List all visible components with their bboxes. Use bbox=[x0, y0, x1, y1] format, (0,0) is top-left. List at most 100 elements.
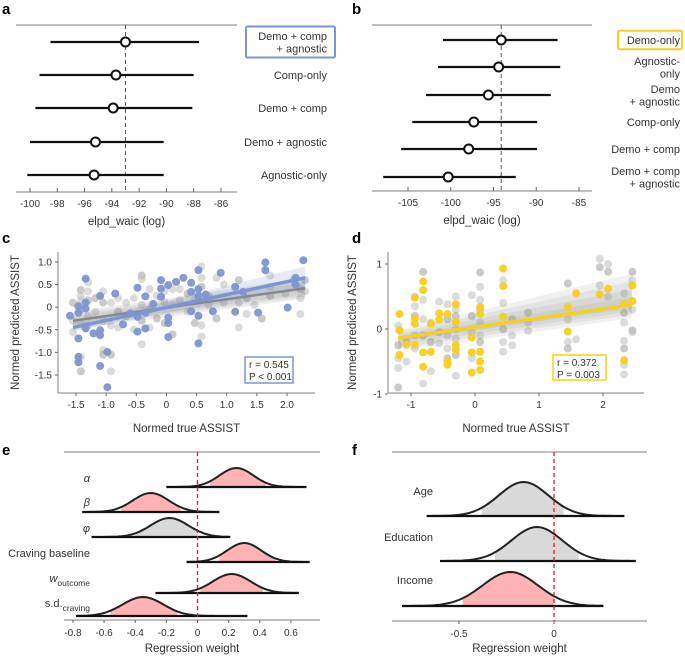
grey-point bbox=[190, 319, 199, 328]
model-label: Demo + comp bbox=[258, 103, 327, 115]
grey-point bbox=[620, 336, 629, 345]
grey-point bbox=[508, 341, 517, 350]
credible-interval-fill bbox=[121, 493, 181, 512]
grey-point bbox=[296, 309, 305, 318]
x-tick-label: -1 bbox=[407, 400, 416, 411]
grey-point bbox=[137, 275, 146, 284]
grey-point bbox=[563, 344, 572, 353]
panel-letter-c: c bbox=[2, 230, 10, 247]
x-tick-label: -90 bbox=[529, 198, 544, 209]
x-tick-label: 1 bbox=[536, 400, 542, 411]
grey-point bbox=[499, 338, 508, 346]
parameter-label: β bbox=[83, 497, 91, 509]
fit-line-grey bbox=[72, 286, 306, 322]
highlight-point bbox=[572, 289, 581, 298]
highlight-point bbox=[231, 282, 240, 291]
highlight-box bbox=[245, 25, 336, 59]
grey-point bbox=[234, 276, 243, 285]
x-tick-label: 0.4 bbox=[253, 628, 267, 639]
grey-point bbox=[620, 344, 629, 353]
grey-point bbox=[402, 357, 411, 366]
parameter-label: s.d.craving bbox=[45, 598, 90, 613]
grey-point bbox=[175, 285, 184, 294]
highlight-point bbox=[451, 317, 460, 326]
model-label: Demo + comp bbox=[258, 31, 327, 43]
grey-point bbox=[84, 287, 93, 296]
highlight-point bbox=[261, 266, 270, 275]
grey-point bbox=[476, 282, 485, 291]
model-label: Demo + comp bbox=[611, 144, 680, 156]
correlation-r: r = 0.545 bbox=[249, 360, 289, 371]
grey-point bbox=[563, 315, 572, 324]
highlight-point bbox=[89, 329, 98, 338]
grey-point bbox=[604, 292, 613, 301]
highlight-point bbox=[194, 311, 203, 320]
grey-point bbox=[394, 341, 403, 350]
grey-point bbox=[122, 298, 131, 307]
highlight-point bbox=[141, 324, 150, 333]
highlight-point bbox=[467, 368, 476, 377]
highlight-point bbox=[451, 341, 460, 350]
model-label: Agnostic- bbox=[634, 56, 680, 68]
highlight-point bbox=[81, 304, 90, 313]
highlight-point bbox=[157, 284, 166, 293]
credible-interval-fill bbox=[110, 597, 178, 616]
highlight-point bbox=[410, 319, 419, 328]
grey-point bbox=[394, 383, 403, 392]
highlight-point bbox=[157, 292, 166, 301]
x-tick-label: -105 bbox=[398, 198, 418, 209]
model-label: Demo-only bbox=[627, 35, 681, 47]
parameter-label: Craving baseline bbox=[8, 548, 90, 560]
grey-point bbox=[419, 315, 428, 324]
parameter-label-sub: craving bbox=[63, 603, 91, 613]
grey-point bbox=[499, 347, 508, 356]
grey-point bbox=[106, 298, 115, 307]
x-tick-label: -92 bbox=[132, 199, 147, 210]
panel-letter-d: d bbox=[352, 230, 361, 247]
grey-point bbox=[604, 260, 613, 268]
x-tick-label: -100 bbox=[441, 198, 461, 209]
correlation-r: r = 0.372 bbox=[557, 358, 597, 369]
grey-point bbox=[620, 289, 629, 298]
grey-point bbox=[212, 314, 221, 323]
model-label: Demo + comp bbox=[611, 166, 680, 178]
grey-point bbox=[467, 312, 476, 320]
highlight-point bbox=[467, 333, 476, 342]
highlight-point bbox=[410, 293, 419, 302]
grey-point bbox=[76, 286, 85, 295]
grey-point bbox=[443, 344, 452, 353]
highlight-point bbox=[164, 319, 173, 328]
x-tick-label: 0.2 bbox=[222, 628, 236, 639]
parameter-label: α bbox=[84, 473, 91, 485]
grey-point bbox=[508, 331, 517, 340]
highlight-point bbox=[476, 302, 485, 311]
highlight-point bbox=[499, 282, 508, 291]
x-tick-label: -90 bbox=[159, 199, 174, 210]
grey-point bbox=[628, 305, 637, 314]
x-tick-label: -0.2 bbox=[158, 628, 176, 639]
highlight-point bbox=[419, 277, 428, 286]
model-label: Demo + agnostic bbox=[244, 137, 327, 149]
credible-interval-fill bbox=[495, 527, 579, 561]
grey-point bbox=[426, 367, 435, 376]
y-tick-label: -0.5 bbox=[35, 325, 53, 336]
grey-point bbox=[476, 295, 485, 304]
highlight-point bbox=[133, 283, 142, 292]
x-tick-label: -1.0 bbox=[98, 400, 116, 411]
mean-point bbox=[468, 116, 480, 128]
grey-point bbox=[467, 291, 476, 300]
x-tick-label: 0.5 bbox=[190, 400, 204, 411]
highlight-point bbox=[476, 365, 485, 374]
grey-point bbox=[628, 328, 637, 337]
x-axis-title: Regression weight bbox=[145, 643, 240, 655]
grey-point bbox=[499, 325, 508, 333]
x-tick-label: 0 bbox=[164, 400, 170, 411]
model-label: Demo bbox=[651, 84, 680, 96]
highlight-point bbox=[563, 327, 572, 336]
highlight-point bbox=[261, 258, 270, 267]
x-tick-label: -1.5 bbox=[67, 400, 85, 411]
highlight-point bbox=[476, 310, 485, 319]
x-tick-label: -0.5 bbox=[450, 629, 468, 640]
highlight-point bbox=[476, 357, 485, 366]
model-label: Comp-only bbox=[627, 117, 681, 129]
